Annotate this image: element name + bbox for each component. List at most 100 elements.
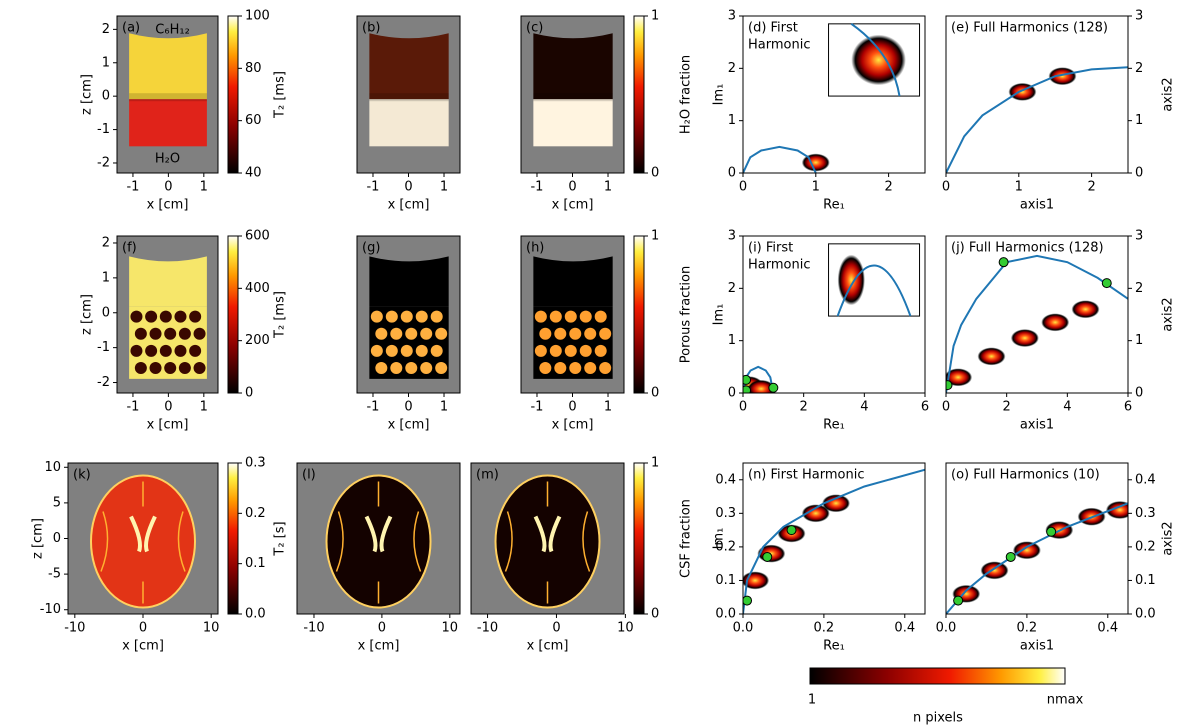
ventricles [364,515,393,553]
phasor-curve [946,502,1128,614]
bead [539,362,552,375]
colorbar [633,235,645,394]
component-point [743,374,752,385]
x-axis-label: x [cm] [552,198,594,213]
sulci [335,481,422,604]
bead [390,327,403,340]
y-tick-label: 0.2 [1135,539,1156,554]
frame [945,462,1129,615]
frame [742,462,926,615]
plot-area [946,236,1128,393]
y-tick-label: 0.2 [715,539,736,554]
plot-area [297,463,460,614]
x-tick-label: 0.2 [1017,621,1038,636]
bead [569,327,582,340]
bead [435,362,448,375]
x-tick-label: -1 [366,400,379,415]
y-tick-label: 2 [1135,281,1143,296]
phantom-top [533,256,613,307]
bead [430,310,443,323]
panel: -1 0 1 x [cm] (h) 0 1 Porous fraction [520,229,694,433]
phantom-top [129,33,207,100]
y-tick-label: 0 [102,305,110,320]
bead [554,327,567,340]
y-tick-label: 3 [728,229,736,244]
plot-area [743,463,925,614]
y-axis-label: z [cm] [80,294,95,335]
x-tick-label: 1 [604,180,612,195]
component-point [762,551,773,562]
panel: 0.0 0.2 0.4 0.0 0.1 0.2 0.3 0.4 Re₁ Im₁ (n) First … [712,462,926,654]
colorbar-tick-label: 0.0 [245,607,266,622]
panel: -1 0 1 -2 -1 0 1 2 x [cm] z [cm] (f) 0 200 400 600 T₂ [… [80,229,288,433]
x-axis-label: axis1 [1020,418,1054,433]
bead [420,327,433,340]
panel-label: (d) First [748,21,798,36]
y-tick-label: 2 [728,281,736,296]
brain [494,474,601,609]
x-tick-label: 0.0 [936,621,957,636]
panel-label: (l) [302,468,316,483]
colorbar-label: H₂O fraction [679,55,694,134]
colorbar-max: nmax [1047,693,1084,708]
bead [149,327,162,340]
y-tick-label: 0.0 [715,607,736,622]
y-tick-label: 0.0 [1135,607,1156,622]
x-tick-label: -1 [530,400,543,415]
sulci [100,481,186,604]
panel-label: (b) [362,21,380,36]
y-tick-label: 1 [1135,333,1143,348]
bead [534,310,547,323]
y-tick-label: -1 [97,122,110,137]
colorbar-tick-label: 600 [245,229,270,244]
x-tick-label: 0 [404,400,412,415]
y-tick-label: 3 [728,9,736,24]
x-tick-label: 0 [942,400,950,415]
bead [189,310,202,323]
bead [178,362,191,375]
colorbar [227,235,239,394]
y-tick-label: 1 [102,55,110,70]
phantom-interface [533,93,613,102]
y-tick-label: 2 [1135,61,1143,76]
colorbar [633,462,645,615]
bead [594,344,607,357]
y-tick-label: 0 [102,89,110,104]
phantom-bottom [533,99,613,147]
bead [370,344,383,357]
x-axis-label: x [cm] [388,418,430,433]
plot-area [946,463,1128,614]
inset-curve [836,264,912,317]
panel: -1 0 1 x [cm] (c) 0 1 H₂O fraction [520,9,694,213]
phasor-curve [946,66,1128,173]
plot-area [117,16,218,173]
plot-area [946,16,1128,173]
component-point [743,595,753,606]
bead [164,362,177,375]
plot-area [117,236,218,393]
colorbar-min: 1 [808,693,816,708]
panel-label: (o) Full Harmonics (10) [951,468,1100,483]
x-tick-label: 0.0 [733,621,754,636]
colorbar-tick-label: 0 [651,386,659,401]
panel-label: Harmonic [748,258,810,273]
pixel-colorbar [809,667,1066,685]
pixel-cluster [1041,313,1070,332]
panel-label: (i) First [748,241,793,256]
pixel-cluster [1048,67,1077,86]
component-point [946,380,953,391]
y-tick-label: 0.3 [1135,506,1156,521]
panel: 0 1 2 0 1 2 3 Re₁ Im₁ (d) First Harmonic [712,9,926,213]
x-axis-label: Re₁ [823,198,845,213]
y-axis-label: axis2 [1161,297,1176,331]
bead [579,310,592,323]
y-tick-label: 0 [53,531,61,546]
bead [130,344,143,357]
colorbar-tick-label: 0.1 [245,556,266,571]
colorbar-tick-label: 0.3 [245,456,266,471]
component-point [953,595,964,606]
x-tick-label: -1 [366,180,379,195]
y-tick-label: -2 [97,375,110,390]
